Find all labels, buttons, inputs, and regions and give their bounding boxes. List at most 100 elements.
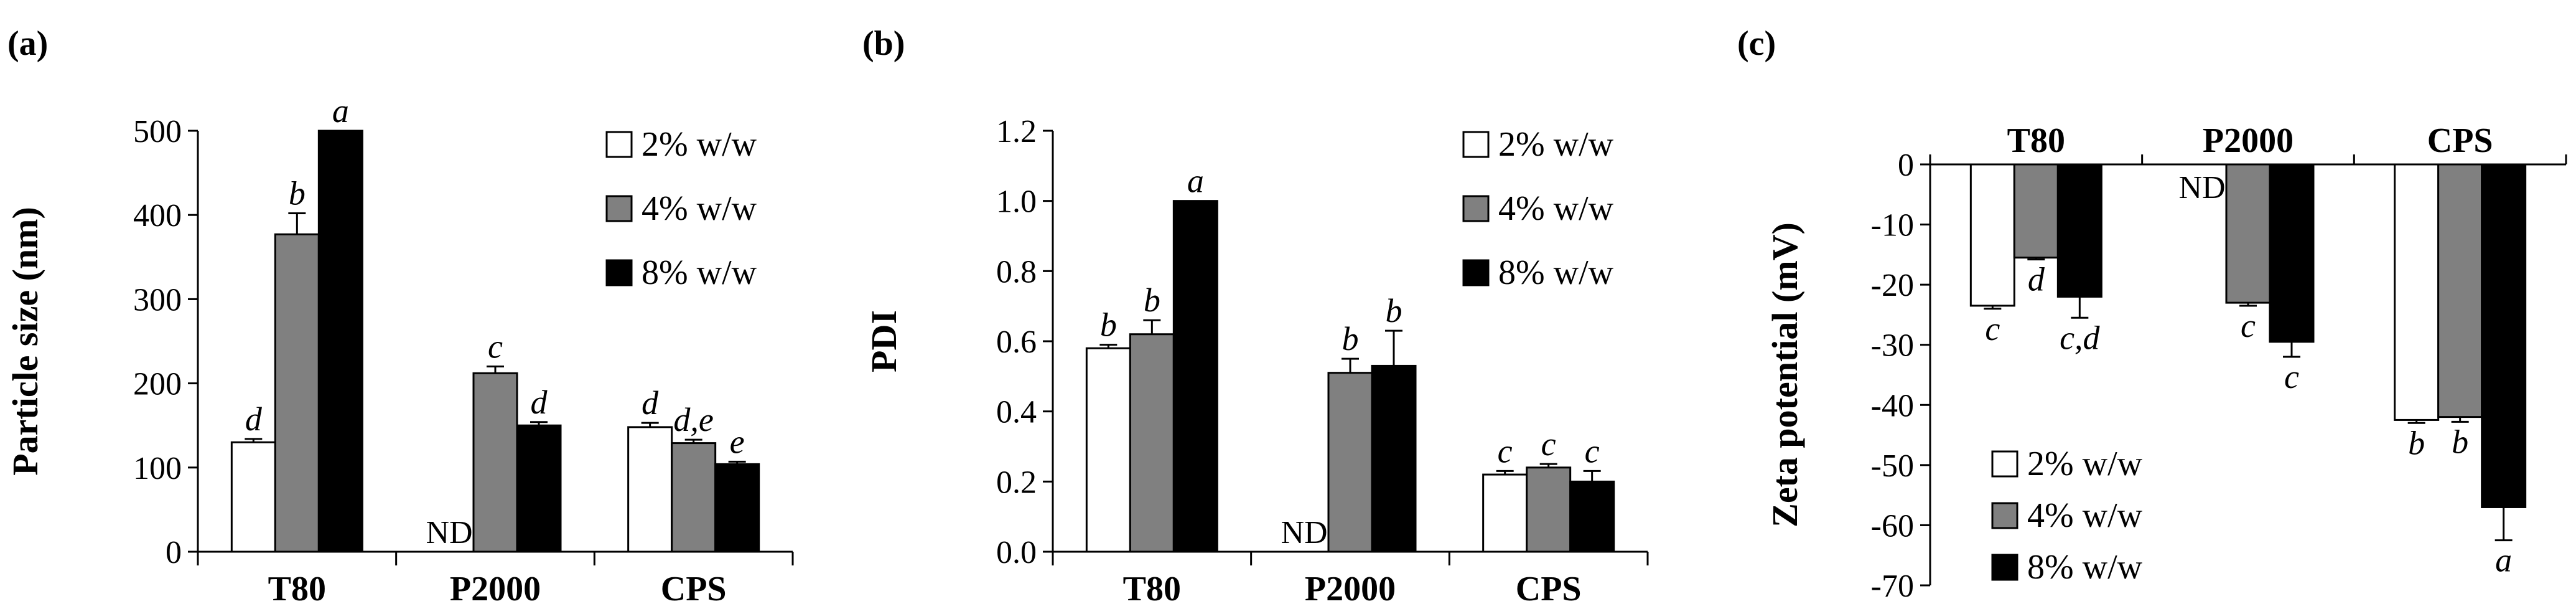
panel-b-bar: [1129, 333, 1175, 553]
panel-c-bar: [2481, 163, 2527, 508]
panel-b-significance-label: a: [1187, 163, 1204, 200]
panel-a-bar: [516, 424, 562, 553]
panel-b-legend-label: 4% w/w: [1498, 189, 1614, 228]
panel-b-legend-label: 2% w/w: [1498, 125, 1614, 164]
panel-b-y-tick-label: 0.2: [996, 465, 1037, 500]
panel-b-legend-swatch: [1462, 195, 1490, 222]
panel-a-y-axis-title: Particle size (nm): [5, 207, 45, 476]
panel-c-y-axis-title: Zeta potential (mV): [1765, 222, 1805, 527]
panel-b-label: (b): [862, 24, 905, 63]
panel-c-significance-label: d: [2028, 261, 2045, 298]
panel-a-significance-label: b: [289, 174, 306, 212]
panel-c-significance-label: b: [2452, 423, 2468, 460]
panel-b-y-axis-title: PDI: [864, 310, 904, 372]
panel-a-legend-label: 8% w/w: [642, 253, 757, 292]
panel-b-bar: [1526, 466, 1572, 553]
panel-a-significance-label: c: [488, 328, 503, 366]
panel-c-y-tick-label: -40: [1871, 388, 1914, 423]
panel-b-y-tick-label: 0.0: [996, 535, 1037, 570]
panel-a-legend-label: 2% w/w: [642, 125, 757, 164]
panel-b-significance-label: b: [1144, 281, 1160, 319]
panel-c-bar: [2269, 163, 2315, 343]
panel-b-legend-label: 8% w/w: [1498, 253, 1614, 292]
panel-c-legend-label: 8% w/w: [2027, 548, 2143, 587]
panel-b-significance-label: b: [1386, 292, 1402, 329]
panel-b-y-tick-label: 0.4: [996, 395, 1037, 430]
panel-c-bar: [2056, 163, 2102, 298]
panel-c-bar: [1969, 163, 2015, 307]
panel-c-legend-swatch: [1991, 554, 2018, 581]
panel-c-bar: [2225, 163, 2271, 304]
panel-b-y-tick-label: 0.8: [996, 254, 1037, 290]
panel-b-legend-swatch: [1462, 259, 1490, 286]
panel-a-significance-label: d,e: [673, 401, 713, 438]
panel-c-y-tick-label: -60: [1871, 508, 1914, 544]
panel-a-legend-swatch: [605, 195, 633, 222]
panel-b-category-label: CPS: [1516, 570, 1582, 608]
panel-b-category-label: T80: [1123, 570, 1181, 608]
panel-b-nd-label: ND: [1281, 515, 1327, 550]
panel-c-y-tick-label: -50: [1871, 448, 1914, 484]
panel-a-y-tick-label: 200: [133, 367, 182, 402]
panel-b-bar: [1172, 200, 1218, 553]
panel-c-y-tick-label: -30: [1871, 328, 1914, 364]
panel-c-category-label: CPS: [2427, 121, 2493, 160]
panel-a-legend-swatch: [605, 259, 633, 286]
panel-a-category-label: CPS: [661, 570, 727, 608]
panel-c-significance-label: c: [2284, 358, 2299, 395]
panel-b-significance-label: b: [1100, 306, 1117, 344]
panel-c-y-tick-label: -10: [1871, 208, 1914, 243]
panel-c-significance-label: a: [2495, 542, 2512, 579]
panel-c-bar: [2394, 163, 2440, 421]
panel-a-bar: [230, 441, 276, 553]
panel-b-significance-label: c: [1498, 432, 1513, 470]
panel-c-y-tick-label: -70: [1871, 569, 1914, 604]
panel-c-significance-label: c: [2241, 307, 2256, 344]
panel-a-bar: [714, 463, 760, 553]
panel-a-y-tick-label: 0: [166, 535, 182, 570]
panel-c-bar: [2013, 163, 2059, 259]
panel-a-bar: [274, 233, 320, 553]
panel-b-significance-label: b: [1342, 320, 1359, 357]
panel-b-bar: [1327, 372, 1373, 553]
panel-c-legend-label: 2% w/w: [2027, 445, 2143, 483]
panel-a-bar: [317, 130, 363, 553]
panel-a-significance-label: e: [730, 423, 745, 460]
panel-c-significance-label: c: [1985, 310, 2000, 347]
panel-c-legend-swatch: [1991, 502, 2018, 529]
panel-a-nd-label: ND: [426, 515, 472, 550]
panel-c-legend-label: 4% w/w: [2027, 496, 2143, 535]
panel-a-legend-label: 4% w/w: [642, 189, 757, 228]
panel-a-y-tick-label: 100: [133, 451, 182, 486]
panel-c-y-tick-label: 0: [1898, 148, 1914, 183]
panel-c-category-label: P2000: [2203, 121, 2294, 160]
panel-a-y-tick-label: 300: [133, 282, 182, 318]
panel-b-y-tick-label: 0.6: [996, 324, 1037, 360]
panel-b-bar: [1482, 473, 1528, 553]
panel-a-bar: [627, 426, 673, 553]
panel-b-y-tick-label: 1.0: [996, 184, 1037, 220]
panel-a-legend-swatch: [605, 131, 633, 158]
panel-c-legend-swatch: [1991, 450, 2018, 478]
panel-b-y-tick-label: 1.2: [996, 114, 1037, 149]
panel-a-significance-label: a: [332, 92, 349, 130]
panel-a-y-tick-label: 400: [133, 198, 182, 234]
panel-a-label: (a): [7, 24, 48, 63]
panel-a-significance-label: d: [245, 400, 263, 438]
panel-a-significance-label: d: [642, 384, 659, 422]
panel-a-bar: [472, 372, 518, 553]
panel-c-category-label: T80: [2007, 121, 2065, 160]
panel-b-bar: [1085, 347, 1131, 553]
panel-c-nd-label: ND: [2178, 170, 2225, 205]
panel-a-y-tick-label: 500: [133, 114, 182, 149]
panel-c-bar: [2437, 163, 2483, 418]
panel-a-bar: [671, 442, 717, 553]
panel-b-significance-label: c: [1541, 425, 1556, 463]
panel-b-category-label: P2000: [1305, 570, 1396, 608]
panel-c-significance-label: c,d: [2060, 319, 2100, 356]
panel-c-significance-label: b: [2408, 424, 2425, 461]
panel-a-category-label: T80: [268, 570, 326, 608]
panel-c-y-tick-label: -20: [1871, 268, 1914, 303]
panel-b-legend-swatch: [1462, 131, 1490, 158]
